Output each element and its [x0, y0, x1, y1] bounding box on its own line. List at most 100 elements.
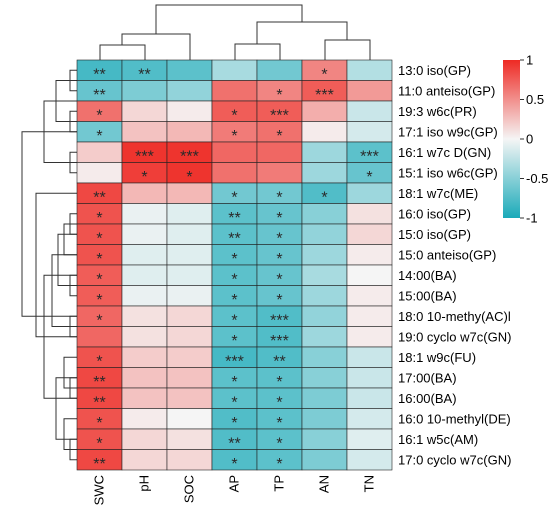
heatmap-cell: [211, 162, 258, 184]
significance-marker: **: [138, 66, 150, 83]
significance-markers: ** ** *** * **** * **** * **** *** **** * *** * * ** ** *…: [93, 66, 379, 473]
significance-marker: **: [93, 189, 105, 206]
row-label: 16:00(BA): [398, 391, 457, 406]
heatmap-cell: [166, 59, 213, 81]
heatmap-cell: [166, 449, 213, 471]
heatmap-cell: [121, 449, 168, 471]
row-label: 16:0 10-methyl(DE): [398, 411, 511, 426]
row-label: 13:0 iso(GP): [398, 63, 471, 78]
significance-marker: ***: [270, 333, 289, 350]
col-dendrogram-link: [155, 4, 303, 34]
significance-marker: *: [276, 415, 282, 432]
significance-marker: *: [96, 435, 102, 452]
heatmap-cell: [76, 141, 123, 163]
significance-marker: *: [276, 128, 282, 145]
heatmap-cell: [76, 162, 123, 184]
row-label: 11:0 anteiso(GP): [398, 83, 495, 98]
heatmap-cell: [166, 346, 213, 368]
legend-tick-label: 1: [526, 53, 533, 68]
row-dendrogram-link: [51, 254, 77, 327]
heatmap-cell: [301, 305, 348, 327]
significance-marker: **: [93, 374, 105, 391]
significance-marker: *: [96, 271, 102, 288]
heatmap-cell: [301, 141, 348, 163]
row-dendrogram: [21, 69, 77, 461]
heatmap-cell: [256, 141, 303, 163]
heatmap-cell: [301, 100, 348, 122]
color-legend: 1 0.5 0 -0.5 -1: [503, 53, 548, 226]
heatmap-cell: [301, 408, 348, 430]
row-dendrogram-link: [63, 356, 77, 389]
heatmap-cell: [166, 223, 213, 245]
heatmap-cell: [301, 121, 348, 143]
heatmap-cell: [121, 428, 168, 450]
significance-marker: *: [321, 189, 327, 206]
row-dendrogram-link: [63, 418, 77, 450]
col-dendrogram-link: [256, 21, 348, 44]
column-label: SOC: [182, 475, 197, 503]
significance-marker: *: [96, 353, 102, 370]
significance-marker: *: [276, 251, 282, 268]
column-labels: SWC pH SOC AP TP AN TN: [92, 475, 377, 505]
heatmap-cell: [211, 80, 258, 102]
significance-marker: *: [276, 271, 282, 288]
heatmap-cell: [166, 326, 213, 348]
heatmap-cell: [121, 264, 168, 286]
heatmap-cell: [121, 223, 168, 245]
heatmap-cell: [121, 285, 168, 307]
heatmap-cell: [166, 182, 213, 204]
color-legend-bar: [503, 60, 520, 218]
row-label: 16:1 w5c(AM): [398, 432, 478, 447]
significance-marker: *: [231, 189, 237, 206]
row-dendrogram-link: [55, 377, 77, 440]
heatmap-cell: [166, 305, 213, 327]
col-dendrogram-link: [234, 43, 281, 60]
significance-marker: *: [231, 312, 237, 329]
significance-marker: ***: [360, 148, 379, 165]
significance-marker: *: [96, 210, 102, 227]
heatmap-cell: [346, 367, 393, 389]
significance-marker: *: [96, 107, 102, 124]
heatmap-cell: [346, 408, 393, 430]
significance-marker: **: [93, 87, 105, 104]
heatmap-cell: [346, 428, 393, 450]
heatmap-cell: [121, 121, 168, 143]
significance-marker: *: [231, 251, 237, 268]
heatmap-cell: [301, 428, 348, 450]
row-label: 19:3 w6c(PR): [398, 104, 477, 119]
significance-marker: ***: [180, 148, 199, 165]
heatmap-cell: [121, 100, 168, 122]
color-legend-ticks: 1 0.5 0 -0.5 -1: [520, 53, 548, 226]
heatmap-cell: [166, 264, 213, 286]
col-dendrogram-link: [324, 39, 371, 60]
row-label: 18:0 10-methy(AC)l: [398, 309, 511, 324]
heatmap-cell: [211, 141, 258, 163]
significance-marker: *: [96, 128, 102, 145]
heatmap-cell: [301, 285, 348, 307]
significance-marker: ***: [315, 87, 334, 104]
column-dendrogram: [99, 4, 371, 60]
column-label: AP: [227, 475, 242, 492]
heatmap-cell: [121, 408, 168, 430]
heatmap-cell: [166, 100, 213, 122]
row-label: 15:1 iso w6c(GP): [398, 165, 498, 180]
heatmap-cell: [301, 367, 348, 389]
significance-marker: *: [231, 128, 237, 145]
significance-marker: ***: [270, 312, 289, 329]
significance-marker: *: [276, 435, 282, 452]
significance-marker: *: [231, 107, 237, 124]
heatmap-cell: [121, 326, 168, 348]
heatmap-cell: [346, 305, 393, 327]
heatmap-cell: [301, 346, 348, 368]
significance-marker: *: [96, 312, 102, 329]
heatmap-cell: [301, 162, 348, 184]
significance-marker: *: [186, 169, 192, 186]
heatmap-cell: [121, 244, 168, 266]
column-label: TP: [272, 475, 287, 492]
row-label: 17:00(BA): [398, 370, 457, 385]
column-label: pH: [137, 475, 152, 492]
heatmap-cell: [346, 182, 393, 204]
row-labels: 13:0 iso(GP) 11:0 anteiso(GP) 19:3 w6c(PR)…: [398, 63, 511, 468]
significance-marker: **: [93, 394, 105, 411]
row-label: 19:0 cyclo w7c(GN): [398, 329, 511, 344]
